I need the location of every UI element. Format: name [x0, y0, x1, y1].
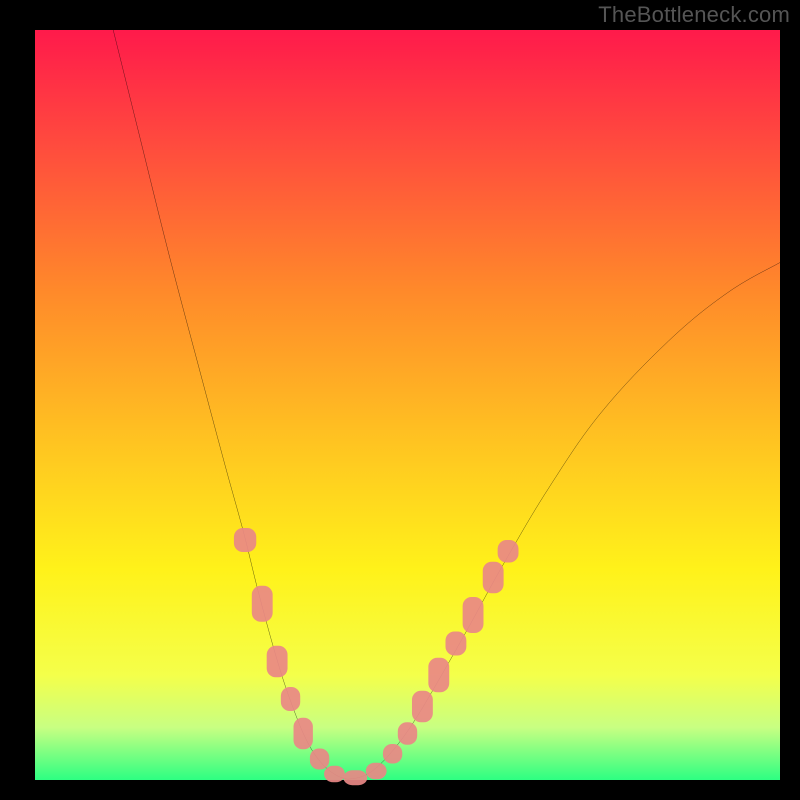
data-point	[412, 691, 433, 722]
data-point	[445, 632, 466, 656]
chart-plot-area	[35, 30, 780, 780]
data-point	[463, 597, 484, 633]
chart-frame: TheBottleneck.com	[0, 0, 800, 800]
data-point	[281, 687, 300, 711]
data-point	[343, 770, 367, 785]
data-point-markers	[234, 528, 519, 785]
chart-svg-layer	[35, 30, 780, 780]
data-point	[366, 763, 387, 779]
data-point	[310, 749, 329, 770]
data-point	[234, 528, 256, 552]
data-point	[252, 586, 273, 622]
data-point	[398, 722, 417, 745]
data-point	[324, 766, 345, 782]
data-point	[428, 658, 449, 692]
watermark-text: TheBottleneck.com	[598, 2, 790, 28]
data-point	[267, 646, 288, 677]
data-point	[498, 540, 519, 563]
data-point	[294, 718, 313, 749]
data-point	[383, 744, 402, 763]
data-point	[483, 562, 504, 594]
curve-left-branch	[113, 30, 348, 779]
